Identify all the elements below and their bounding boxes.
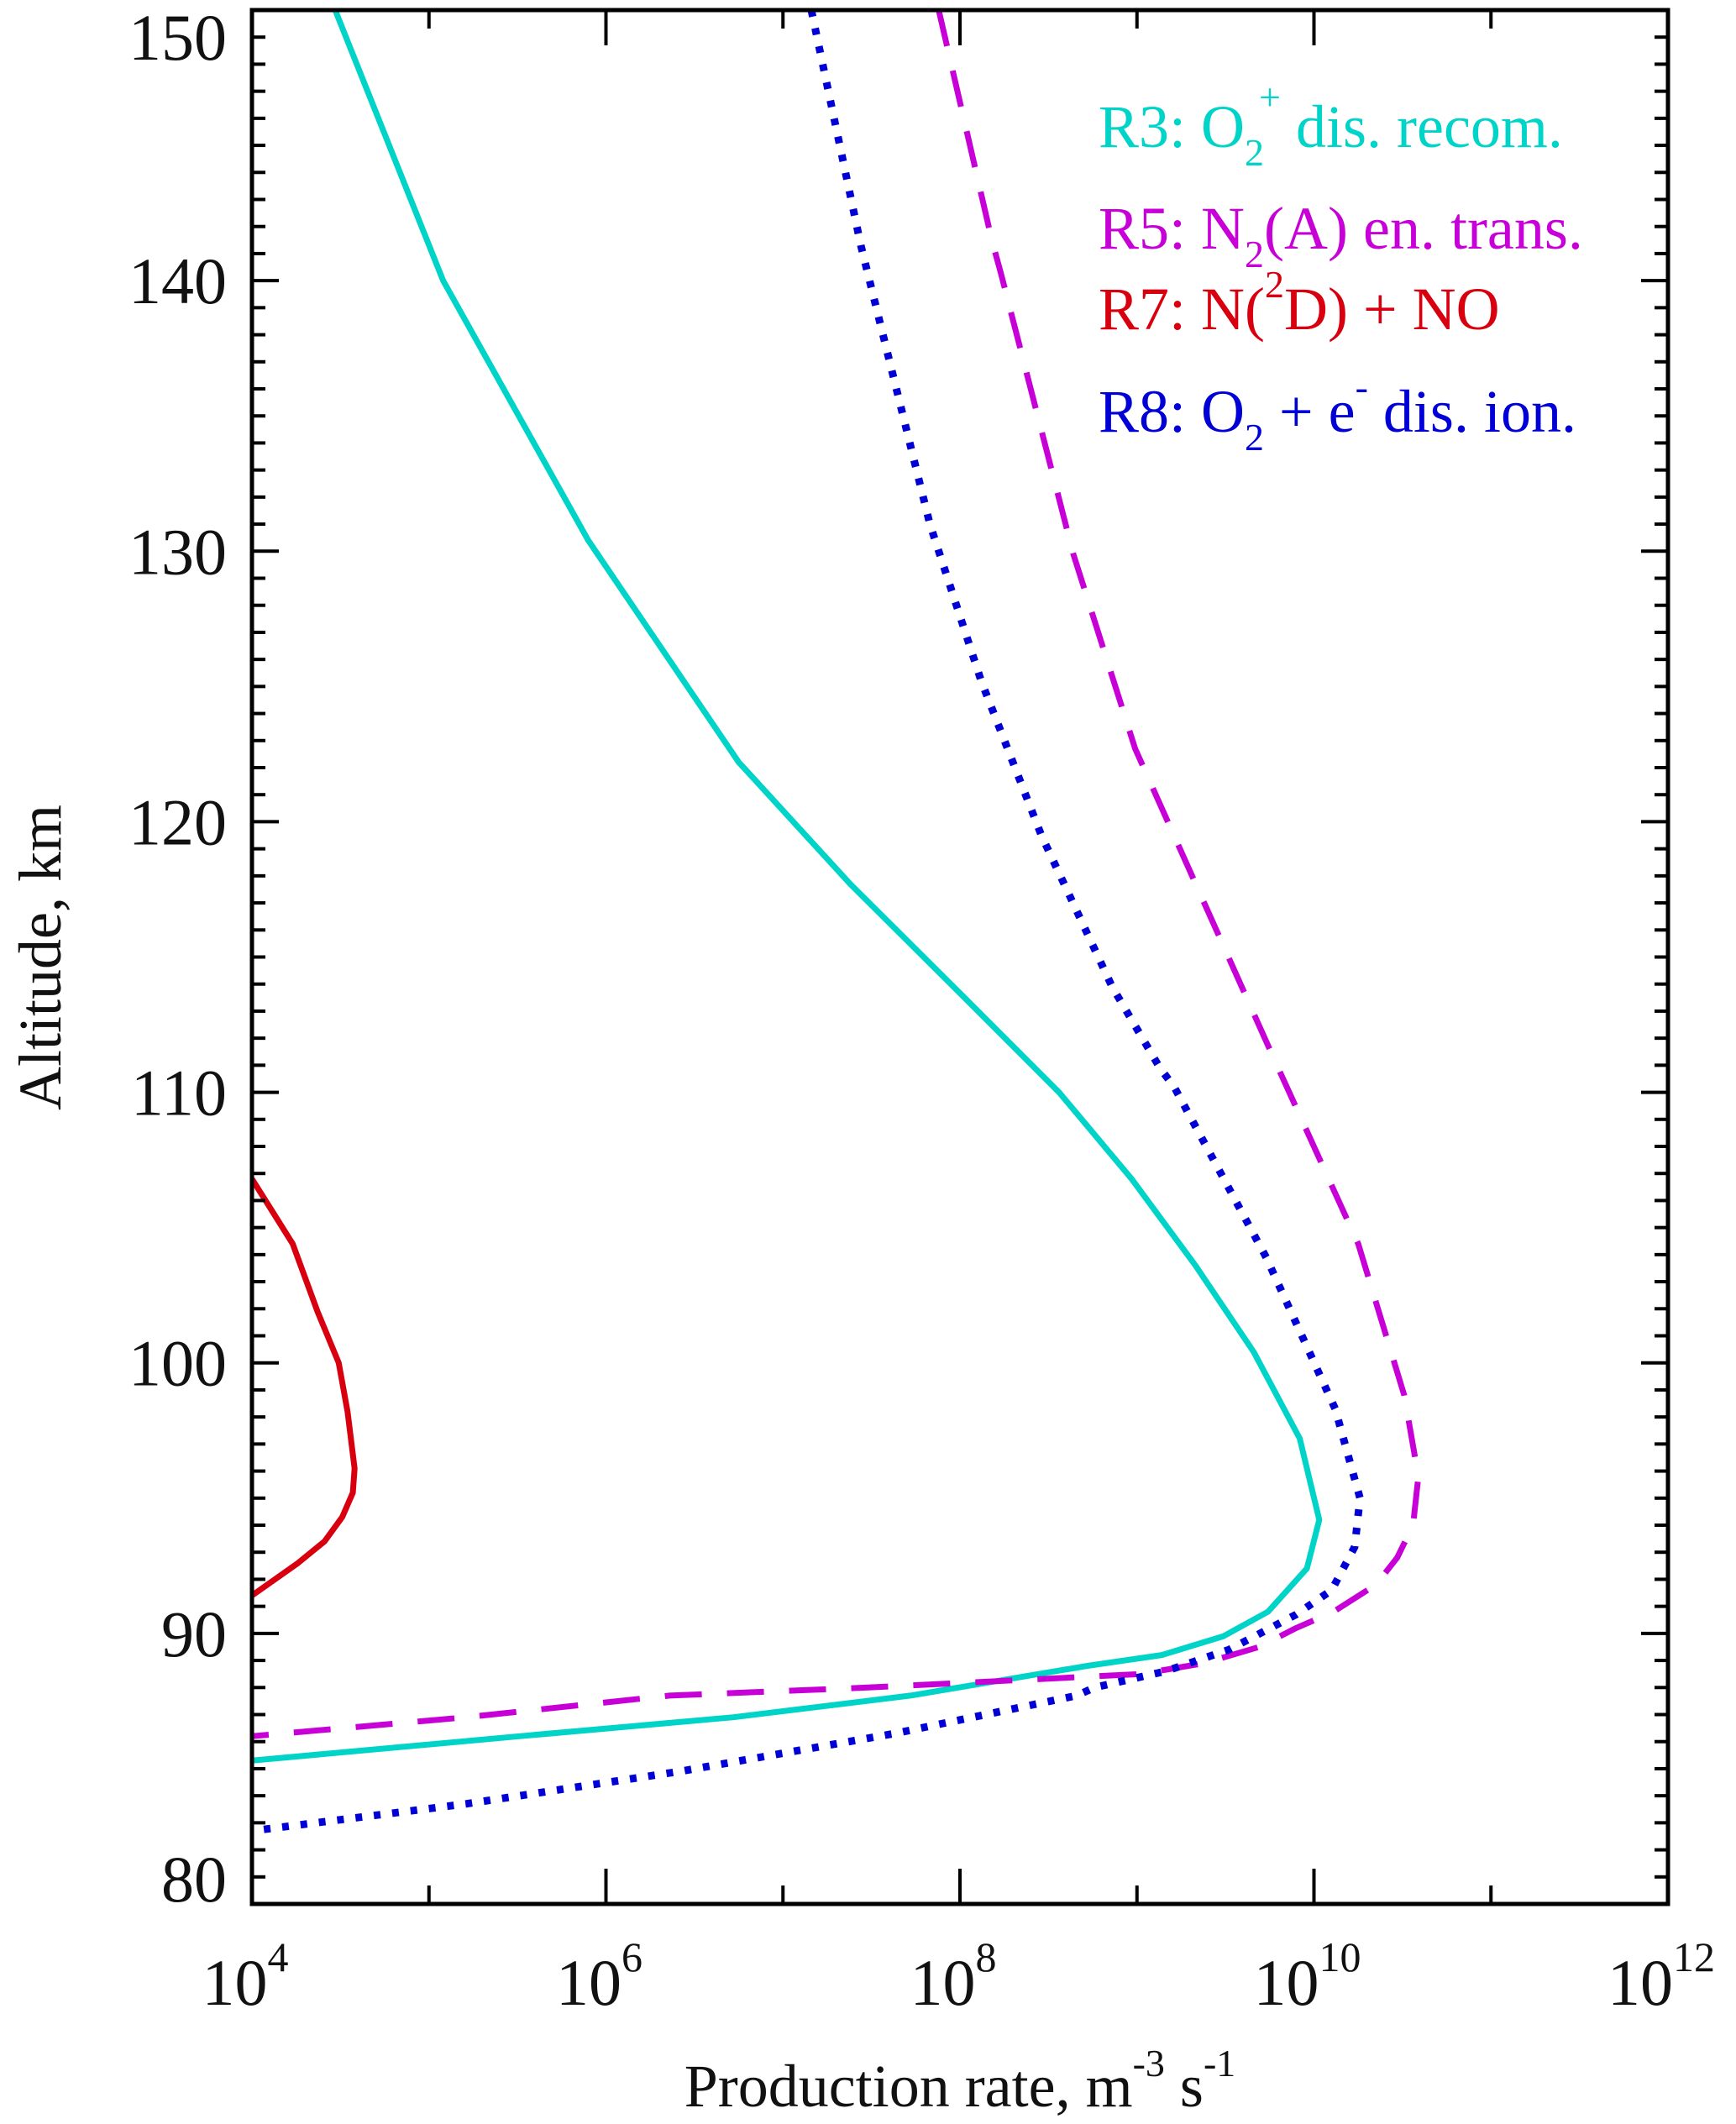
legend-entry-r7: R7: N(2D) + NO bbox=[1099, 263, 1500, 343]
x-tick-label: 104 bbox=[202, 1933, 289, 2019]
x-tick-label: 108 bbox=[910, 1933, 997, 2019]
y-axis-title: Altitude, km bbox=[7, 805, 74, 1110]
legend: R3: O2+ dis. recom. R5: N2(A) en. trans.… bbox=[1099, 76, 1583, 459]
series-line-r7 bbox=[252, 1177, 358, 1598]
y-tick-label: 90 bbox=[161, 1597, 227, 1670]
legend-entry-r3: R3: O2+ dis. recom. bbox=[1099, 76, 1563, 174]
y-tick-label: 140 bbox=[128, 244, 227, 317]
y-tick-label: 110 bbox=[131, 1057, 227, 1130]
y-tick-label: 100 bbox=[128, 1327, 227, 1400]
series-line-r3 bbox=[252, 10, 1323, 1764]
x-axis-title-sup2: -1 bbox=[1204, 2042, 1235, 2085]
x-axis-title: Production rate, m-3 s-1 bbox=[684, 2042, 1236, 2120]
y-tick-label: 150 bbox=[128, 1, 227, 74]
legend-entry-r8: R8: O2 + e- dis. ion. bbox=[1099, 365, 1576, 459]
y-tick-labels: 80 90 100 110 120 130 140 150 bbox=[128, 1, 227, 1916]
x-axis-title-sup1: -3 bbox=[1133, 2042, 1165, 2085]
series-layer bbox=[252, 10, 1422, 1835]
x-tick-label: 106 bbox=[556, 1933, 642, 2019]
y-tick-label: 120 bbox=[128, 785, 227, 858]
x-tick-label: 1010 bbox=[1254, 1933, 1361, 2019]
x-tick-label: 1012 bbox=[1608, 1933, 1715, 2019]
y-tick-label: 130 bbox=[128, 515, 227, 588]
x-tick-labels: 104 106 108 1010 1012 bbox=[202, 1933, 1716, 2019]
legend-entry-r5: R5: N2(A) en. trans. bbox=[1099, 195, 1583, 275]
y-tick-label: 80 bbox=[161, 1843, 227, 1916]
axis-ticks bbox=[250, 8, 1670, 1906]
series-line-r5 bbox=[252, 10, 1422, 1739]
x-axis-title-main: Production rate, m bbox=[684, 2053, 1133, 2120]
plot-frame bbox=[249, 8, 1670, 1906]
x-axis-title-mid: s bbox=[1165, 2053, 1204, 2120]
